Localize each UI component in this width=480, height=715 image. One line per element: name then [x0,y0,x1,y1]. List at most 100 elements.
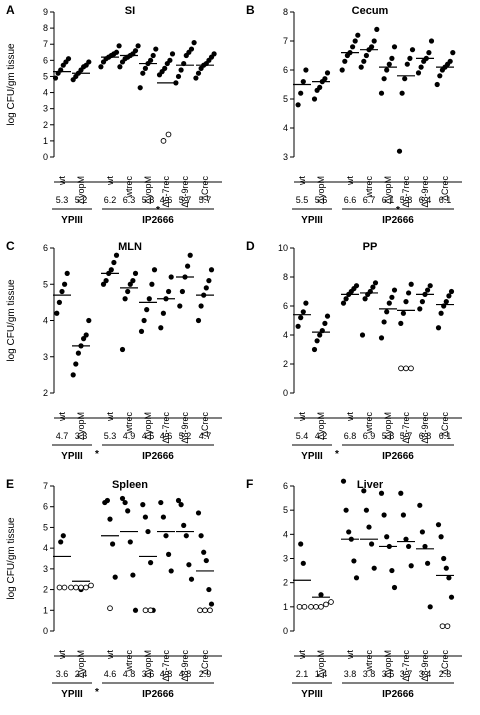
group-label-a: YPIII [301,451,323,462]
y-tick-label: 2 [283,578,288,588]
data-point [83,332,89,338]
data-point [298,541,304,547]
data-point [137,85,143,91]
data-point [391,287,398,293]
group-label-b: IP2666 [382,689,414,700]
data-point [404,61,410,67]
data-point [175,73,182,80]
data-point [409,47,416,53]
mean-value: 5.8 [400,195,413,205]
data-point [318,592,324,598]
data-point [185,263,191,269]
y-tick-label: 5 [43,71,48,81]
data-point [438,534,444,540]
panel-e: E Spleen 0 1 2 3 4 5 6 7 log CFU/gm tissue wt ΔyopM w… [6,477,222,700]
data-point [132,270,139,276]
data-point [113,49,120,55]
mean-value: 5.7 [179,195,192,205]
data-point [111,259,117,266]
group-label-b: IP2666 [382,451,414,462]
data-point [447,58,453,64]
data-point [208,601,215,607]
y-tick-label: 1 [43,136,48,146]
data-point [116,43,122,49]
data-point [378,490,385,496]
data-point [127,281,133,287]
category-label: wtrec [124,650,134,673]
data-point [381,512,387,518]
data-point [107,516,113,522]
y-tick-label: 8 [283,272,288,282]
y-tick-label: 8 [43,23,48,33]
data-point [363,52,369,59]
data-point [324,70,331,76]
data-point [62,281,68,287]
data-point [108,267,114,273]
data-point [206,278,212,284]
mean-value: 5.3 [56,195,69,205]
panel-title: Cecum [352,5,389,17]
data-point [300,560,306,566]
data-point [298,315,304,321]
data-point [363,507,369,513]
data-point-open [147,607,154,614]
data-point-open [323,601,329,608]
data-point [56,299,63,305]
y-tick-label: 7 [283,36,288,46]
y-tick-label: 4 [43,88,48,98]
mean-value: 5.3 [104,431,117,441]
category-label: Δ6-7rec [401,176,411,208]
data-point [150,52,156,59]
data-point [110,541,116,547]
data-point-open [328,599,334,605]
data-point [398,320,404,326]
group-label-b: IP2666 [382,215,414,226]
data-point [153,46,159,52]
data-point [160,310,166,316]
data-point [311,346,318,353]
mean-value: 5.8 [142,195,155,205]
data-point [113,252,120,258]
y-tick-label: 4 [43,316,48,326]
y-tick-label: 3 [283,554,288,564]
data-point [350,44,356,50]
data-point [295,102,301,108]
data-point [358,64,364,70]
category-label: ΔCrec [440,412,450,438]
data-point [438,310,444,316]
data-point [303,300,309,306]
mean-value: 6.2 [104,195,117,205]
category-label: ΔyopM [316,650,326,678]
data-point-open [107,605,113,612]
mean-value: 4.8 [160,669,173,679]
mean-value: 4.6 [104,669,117,679]
data-point [177,303,183,309]
data-point [104,497,110,504]
data-point [396,148,403,154]
data-point [117,64,123,70]
data-point [181,522,187,528]
mean-value: 6.1 [439,431,452,441]
data-point [168,274,174,280]
category-label: wt [105,650,115,660]
data-point [399,90,405,96]
data-point [98,64,104,70]
y-tick-label: 6 [43,502,48,512]
y-tick-label: 3 [283,152,288,162]
data-point [141,317,147,324]
data-point [59,288,65,295]
data-point [448,594,455,600]
data-point [425,560,431,566]
mean-value: 6.6 [344,195,357,205]
data-point [361,58,367,64]
y-tick-label: 3 [43,104,48,114]
data-point [86,59,92,65]
data-point-open [207,607,213,614]
data-point [169,51,176,57]
mean-value: 3.6 [56,669,69,679]
data-point-open [296,603,303,610]
y-tick-label: 0 [43,626,48,636]
data-point [425,287,431,293]
